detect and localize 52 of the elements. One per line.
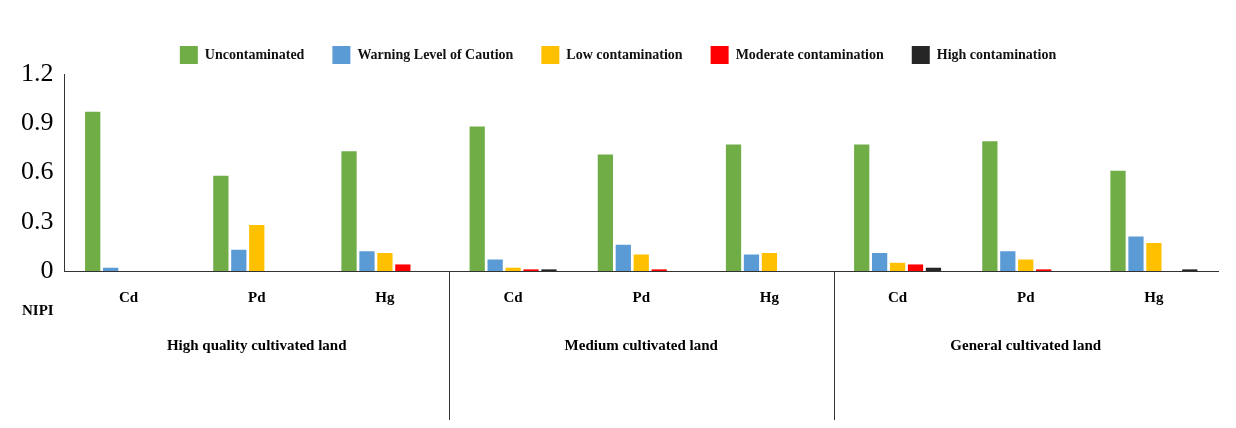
bar <box>597 154 613 271</box>
legend-label: High contamination <box>936 46 1057 62</box>
bar <box>341 151 357 271</box>
bar <box>743 254 760 271</box>
bar <box>761 252 778 271</box>
legend-label: Low contamination <box>566 46 683 62</box>
x-tick-label: Hg <box>1144 288 1164 305</box>
bar <box>1018 259 1034 271</box>
x-axis-title: NIPI <box>22 301 54 318</box>
text: Medium cultivated land <box>564 336 719 353</box>
bar <box>103 267 119 271</box>
legend-label: Warning Level of Caution <box>357 46 514 62</box>
bar <box>633 254 649 271</box>
bar <box>872 252 888 271</box>
bar <box>213 175 229 271</box>
bar <box>505 267 521 271</box>
y-tick-label: 0.3 <box>21 205 54 235</box>
bar <box>487 259 503 271</box>
x-tick-label: Pd <box>632 288 651 305</box>
x-tick-label: Hg <box>759 288 780 305</box>
x-tick-label: Hg <box>375 288 395 305</box>
bar <box>1128 236 1144 271</box>
y-tick-label: 0.9 <box>21 107 54 137</box>
bar <box>469 126 485 271</box>
bar <box>249 225 265 271</box>
bar <box>725 144 742 271</box>
y-tick-label: 0 <box>40 254 54 284</box>
bar <box>377 252 393 271</box>
legend-label: Uncontaminated <box>204 46 305 62</box>
x-tick-label: Cd <box>887 288 908 305</box>
bar <box>854 144 870 271</box>
bar <box>982 141 998 271</box>
bar <box>359 251 375 271</box>
bar <box>615 244 631 271</box>
text: High quality cultivated land <box>166 336 348 353</box>
bar <box>889 262 906 271</box>
legend-label: Moderate contamination <box>735 46 884 62</box>
y-tick-label: 0.6 <box>21 156 54 186</box>
bar <box>1110 170 1126 271</box>
x-tick-label: Cd <box>118 288 139 305</box>
x-tick-label: Pd <box>1016 288 1036 305</box>
bar <box>395 264 411 271</box>
bar <box>907 264 924 271</box>
bar <box>925 267 942 271</box>
bar <box>1146 243 1162 271</box>
x-tick-label: Cd <box>503 288 524 305</box>
x-tick-label: Pd <box>247 288 267 305</box>
bar <box>231 249 247 271</box>
bar <box>85 111 101 271</box>
bar <box>1000 251 1016 271</box>
y-tick-label: 1.2 <box>21 57 54 87</box>
text: General cultivated land <box>950 336 1102 353</box>
